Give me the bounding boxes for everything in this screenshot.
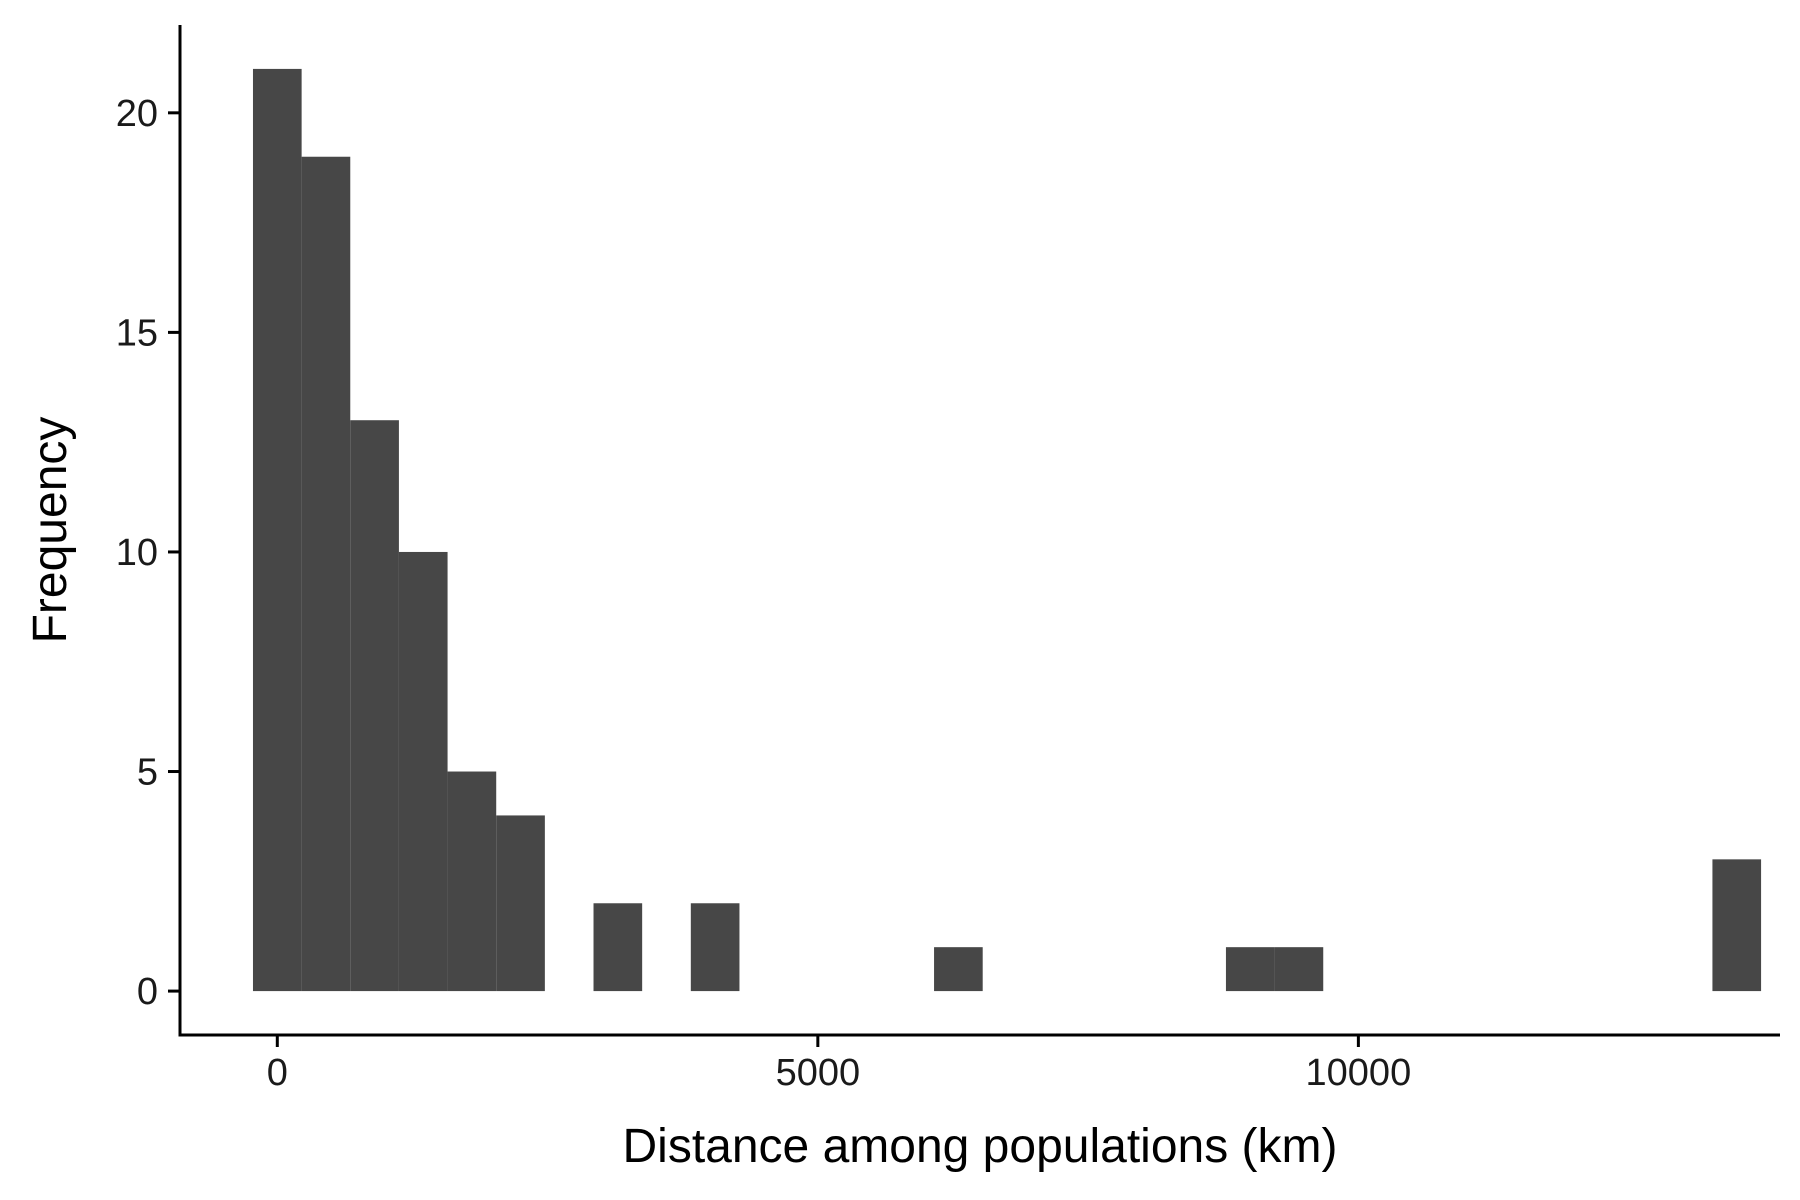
histogram-bar-5 [496,815,545,992]
y-axis-title: Frequency [24,417,77,644]
x-axis-ticks: 0 5000 10000 [267,1035,1411,1094]
x-axis-title: Distance among populations (km) [622,1120,1337,1173]
y-axis-ticks: 0 5 10 15 20 [116,93,180,1013]
histogram-bar-9 [690,903,740,992]
y-tick-label: 5 [137,752,158,794]
histogram-bar-13 [1712,859,1762,992]
y-tick-label: 15 [116,312,158,354]
y-tick-label: 0 [137,971,158,1013]
histogram-bar-4 [447,771,497,992]
x-tick-label: 10000 [1306,1052,1412,1094]
histogram-bar-11 [1225,947,1275,992]
histogram-bar-3 [398,551,448,992]
histogram-bar-0 [252,68,302,992]
histogram-bar-2 [350,420,399,992]
histogram-bars [252,68,1762,992]
histogram-bar-1 [301,156,351,992]
histogram-bar-7 [593,903,643,992]
y-tick-label: 10 [116,532,158,574]
x-tick-label: 0 [267,1052,288,1094]
y-tick-label: 20 [116,93,158,135]
histogram-bar-10 [934,947,983,992]
histogram-bar-12 [1274,947,1324,992]
x-tick-label: 5000 [776,1052,861,1094]
